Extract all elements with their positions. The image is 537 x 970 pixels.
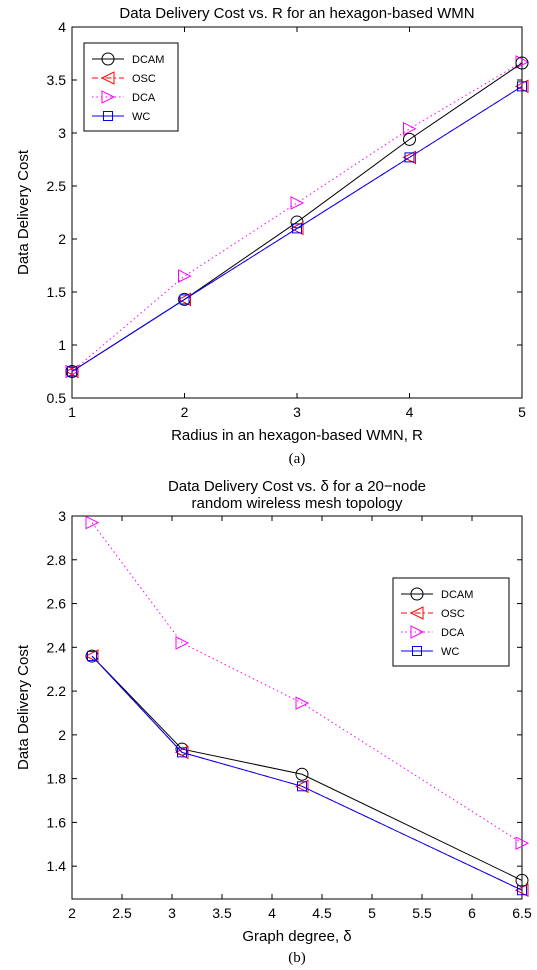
x-tick-label: 2.5 <box>112 905 132 921</box>
series-line-dcam <box>91 655 523 881</box>
legend-label: DCA <box>441 627 465 639</box>
y-tick-label: 2.6 <box>47 596 67 612</box>
legend-label: WC <box>132 111 150 123</box>
y-axis-label: Data Delivery Cost <box>15 644 32 770</box>
y-tick-label: 3.5 <box>47 72 67 88</box>
legend-marker-dcam <box>410 587 424 601</box>
legend-label: DCAM <box>132 54 164 66</box>
legend: DCAM OSC DCA WC <box>83 42 179 132</box>
legend-label: WC <box>441 646 459 658</box>
data-point-osc <box>174 745 189 760</box>
data-point-osc <box>289 221 304 236</box>
data-point-dca <box>515 836 530 851</box>
data-point-dca <box>295 696 310 710</box>
chart-title: Data Delivery Cost vs. R for an hexagon-… <box>119 5 474 22</box>
series-line-wc <box>91 655 523 891</box>
chart-title-line: random wireless mesh topology <box>192 495 403 512</box>
data-point-wc <box>404 152 415 163</box>
x-tick-label: 5.5 <box>412 905 432 921</box>
data-point-wc <box>517 885 527 896</box>
legend-marker-dca <box>410 625 425 639</box>
y-tick-label: 1.6 <box>47 814 67 830</box>
data-point-dca <box>85 515 100 530</box>
y-tick-label: 2.8 <box>47 552 67 568</box>
x-tick-label: 6 <box>468 905 476 921</box>
legend-label: DCAM <box>441 589 473 601</box>
data-point-osc <box>514 883 529 898</box>
chart-title-line: Data Delivery Cost vs. δ for a 20−node <box>168 478 426 495</box>
data-point-dcam <box>515 56 529 70</box>
data-point-dca <box>175 636 190 650</box>
plot-frame <box>71 515 523 900</box>
y-tick-label: 3 <box>58 125 66 141</box>
y-tick-label: 3 <box>58 508 66 524</box>
data-point-wc <box>67 366 77 377</box>
x-tick-label: 3.5 <box>212 905 232 921</box>
series-line-dca <box>91 522 523 844</box>
data-point-osc <box>177 292 191 307</box>
data-point-osc <box>64 364 79 379</box>
x-axis-label: Radius in an hexagon-based WMN, R <box>171 427 423 444</box>
y-tick-label: 0.5 <box>47 390 67 406</box>
x-tick-label: 4.5 <box>312 905 332 921</box>
y-tick-label: 2 <box>58 727 66 743</box>
data-point-dca <box>403 121 417 136</box>
chart-panel-b: Data Delivery Cost vs. δ for a 20−nodera… <box>15 478 532 966</box>
data-point-wc <box>179 294 190 305</box>
data-point-osc <box>294 779 309 794</box>
data-point-osc <box>514 79 529 94</box>
legend: DCAM OSC DCA WC <box>392 577 510 667</box>
legend-marker-dcam <box>101 52 115 66</box>
y-tick-label: 1 <box>58 337 66 353</box>
data-point-osc <box>84 649 99 663</box>
x-tick-label: 2 <box>68 905 76 921</box>
x-tick-label: 5 <box>368 905 376 921</box>
x-tick-label: 4 <box>406 404 414 420</box>
legend-label: DCA <box>132 92 156 104</box>
x-tick-label: 3 <box>168 905 176 921</box>
figure-caption: (b) <box>288 950 306 966</box>
data-point-wc <box>177 747 187 758</box>
legend-marker-osc <box>409 606 424 620</box>
y-tick-label: 2.2 <box>47 683 67 699</box>
x-tick-label: 6.5 <box>512 905 532 921</box>
data-point-dcam <box>403 132 416 146</box>
series-line-dca <box>71 61 523 372</box>
x-tick-label: 1 <box>68 404 76 420</box>
data-point-dcam <box>295 767 309 781</box>
legend-marker-wc <box>103 111 113 121</box>
x-tick-label: 3 <box>293 404 301 420</box>
x-axis-label: Graph degree, δ <box>242 928 351 945</box>
legend-marker-osc <box>100 71 115 85</box>
data-point-wc <box>297 781 307 792</box>
y-axis-label: Data Delivery Cost <box>15 149 32 275</box>
series-line-osc <box>91 655 523 891</box>
y-tick-label: 4 <box>58 19 66 35</box>
legend-marker-wc <box>412 646 422 656</box>
chart-panel-a: Data Delivery Cost vs. R for an hexagon-… <box>15 5 530 467</box>
data-point-wc <box>517 81 527 92</box>
data-point-dca <box>178 269 192 283</box>
data-point-wc <box>87 651 97 662</box>
data-point-dca <box>290 196 305 210</box>
x-tick-label: 4 <box>268 905 276 921</box>
y-tick-label: 2 <box>58 231 66 247</box>
figure-caption: (a) <box>289 451 306 467</box>
series-line-wc <box>71 85 523 372</box>
y-tick-label: 2.5 <box>47 178 67 194</box>
legend-label: OSC <box>441 608 465 620</box>
y-tick-label: 1.5 <box>47 284 67 300</box>
legend-marker-dca <box>101 90 116 104</box>
x-tick-label: 2 <box>181 404 189 420</box>
data-point-wc <box>292 223 302 234</box>
y-tick-label: 1.4 <box>47 858 67 874</box>
data-point-osc <box>402 150 416 165</box>
x-tick-label: 5 <box>518 404 526 420</box>
y-tick-label: 1.8 <box>47 771 67 787</box>
legend-label: OSC <box>132 73 156 85</box>
data-point-dcam <box>515 873 529 887</box>
y-tick-label: 2.4 <box>47 639 67 655</box>
